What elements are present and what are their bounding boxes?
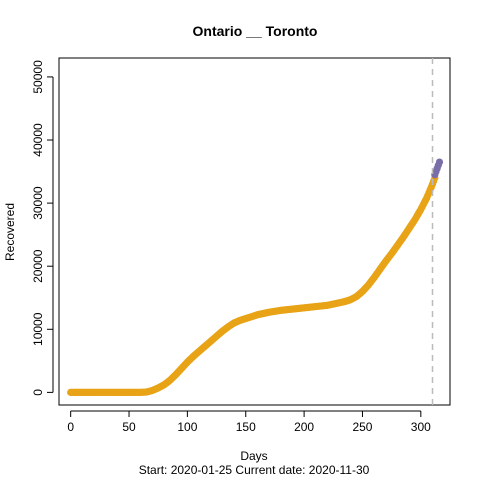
data-points — [67, 158, 444, 396]
y-tick-label: 50000 — [31, 60, 45, 94]
x-axis-label: Days — [240, 449, 267, 463]
chart-title: Ontario __ Toronto — [193, 23, 318, 39]
plot-frame — [58, 57, 451, 406]
x-tick-label: 200 — [294, 420, 314, 434]
chart-footer: Start: 2020-01-25 Current date: 2020-11-… — [139, 463, 370, 477]
x-tick-label: 100 — [177, 420, 197, 434]
x-axis: 0 50 100 150 200 250 300 — [67, 410, 431, 434]
x-tick-label: 50 — [122, 420, 136, 434]
x-tick-label: 150 — [236, 420, 256, 434]
x-tick-label: 250 — [352, 420, 372, 434]
x-tick-label: 0 — [67, 420, 74, 434]
y-tick-label: 40000 — [31, 123, 45, 157]
y-axis-label: Recovered — [3, 203, 17, 261]
y-tick-label: 30000 — [31, 186, 45, 220]
y-tick-label: 20000 — [31, 249, 45, 283]
y-axis: 0 10000 20000 30000 40000 50000 — [31, 60, 54, 396]
x-tick-label: 300 — [411, 420, 431, 434]
y-tick-label: 10000 — [31, 312, 45, 346]
data-point-projected — [435, 158, 444, 166]
y-tick-label: 0 — [31, 389, 45, 396]
